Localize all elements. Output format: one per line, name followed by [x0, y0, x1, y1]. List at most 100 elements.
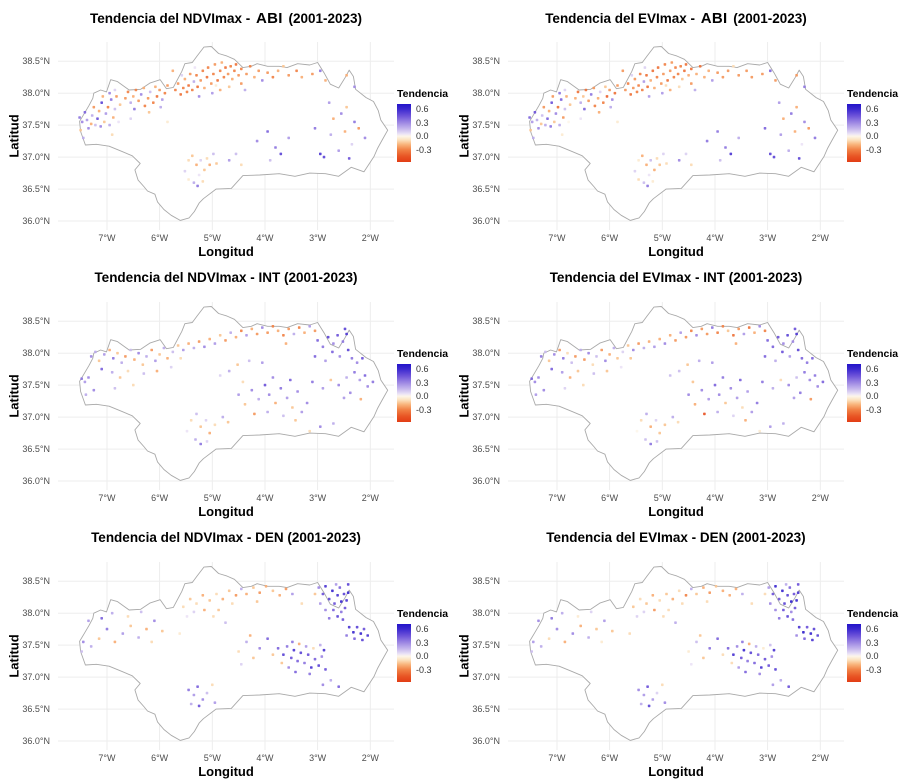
legend: Tendencia 0.6 0.3 0.0 -0.3	[397, 608, 449, 682]
data-point	[187, 688, 190, 692]
data-point	[571, 632, 575, 635]
data-point	[129, 117, 132, 120]
legend-tick-label: -0.3	[866, 664, 882, 675]
data-point	[793, 327, 797, 331]
panel-evimax-int: Tendencia del EVImax - INT (2001-2023) L…	[450, 260, 900, 520]
data-point	[777, 597, 781, 601]
data-point	[598, 90, 602, 94]
data-point	[182, 348, 185, 352]
data-point	[656, 66, 660, 69]
title-prefix: Tendencia del NDVImax -	[94, 270, 259, 285]
data-point	[737, 74, 740, 77]
data-point	[89, 355, 93, 358]
data-point	[774, 79, 777, 82]
title-group: ABI	[700, 10, 728, 27]
legend: Tendencia 0.6 0.3 0.0 -0.3	[847, 88, 899, 162]
data-point	[679, 331, 682, 334]
data-point	[196, 184, 199, 188]
data-point	[224, 339, 227, 342]
data-point	[303, 331, 306, 334]
data-point	[182, 86, 185, 90]
x-tick-label: 6°W	[151, 753, 169, 763]
data-point	[790, 610, 793, 614]
data-point	[633, 77, 637, 81]
data-point	[608, 88, 611, 92]
data-point	[677, 159, 681, 162]
data-point	[790, 600, 793, 603]
data-point	[137, 351, 140, 355]
y-tick-label: 37.0°N	[472, 672, 500, 683]
legend-tick-label: 0.6	[866, 624, 879, 634]
data-point	[563, 88, 567, 92]
data-point	[311, 380, 314, 384]
data-point	[118, 103, 122, 106]
data-point	[674, 339, 677, 342]
data-point	[635, 90, 639, 94]
data-point	[297, 642, 301, 646]
data-point	[767, 586, 770, 589]
data-point	[109, 98, 113, 101]
x-axis-label: Longitud	[648, 764, 704, 779]
data-point	[271, 589, 275, 593]
data-point	[739, 378, 742, 382]
data-point	[679, 65, 682, 68]
data-point	[208, 431, 211, 435]
data-point	[579, 348, 582, 352]
data-point	[313, 329, 317, 333]
data-point	[141, 363, 145, 366]
data-point	[813, 136, 817, 140]
data-point	[108, 348, 111, 352]
data-point	[551, 95, 555, 98]
data-point	[229, 331, 232, 334]
data-point	[216, 79, 219, 82]
data-point	[779, 679, 783, 682]
data-point	[199, 425, 202, 428]
x-tick-label: 4°W	[706, 753, 724, 763]
legend-colorbar	[397, 364, 411, 422]
data-point	[655, 440, 659, 443]
x-tick-label: 5°W	[653, 233, 671, 243]
title-group: ABI	[256, 10, 283, 27]
y-tick-label: 37.5°N	[22, 120, 50, 131]
title-suffix: (2001-2023)	[280, 270, 358, 285]
x-tick-label: 3°W	[309, 753, 327, 763]
data-point	[80, 650, 83, 653]
data-point	[161, 629, 164, 633]
data-point	[783, 602, 786, 605]
data-point	[329, 133, 333, 136]
data-point	[796, 583, 800, 586]
data-point	[705, 600, 709, 603]
data-point	[658, 163, 661, 167]
data-point	[146, 97, 150, 100]
data-point	[274, 401, 277, 405]
data-point	[199, 79, 202, 82]
data-point	[179, 357, 182, 360]
data-point	[188, 597, 192, 601]
data-point	[576, 369, 580, 373]
data-point	[258, 647, 261, 650]
data-point	[787, 149, 790, 152]
title-prefix: Tendencia del EVImax -	[545, 11, 699, 26]
data-point	[101, 95, 105, 98]
data-point	[294, 419, 297, 422]
data-point	[760, 666, 763, 669]
data-point	[240, 329, 243, 333]
data-point	[700, 327, 704, 331]
data-point	[750, 602, 754, 605]
data-point	[176, 344, 180, 347]
data-point	[726, 329, 730, 333]
data-point	[643, 66, 647, 69]
data-point	[350, 357, 354, 360]
x-axis-label: Longitud	[648, 504, 704, 519]
data-point	[126, 615, 130, 618]
data-point	[642, 80, 646, 83]
data-point	[647, 340, 651, 343]
data-point	[670, 61, 674, 64]
data-point	[530, 120, 534, 124]
data-point	[662, 72, 665, 76]
data-point	[355, 361, 359, 364]
legend: Tendencia 0.6 0.3 0.0 -0.3	[847, 608, 899, 682]
data-point	[726, 69, 730, 73]
data-point	[716, 71, 719, 74]
data-point	[229, 65, 232, 68]
